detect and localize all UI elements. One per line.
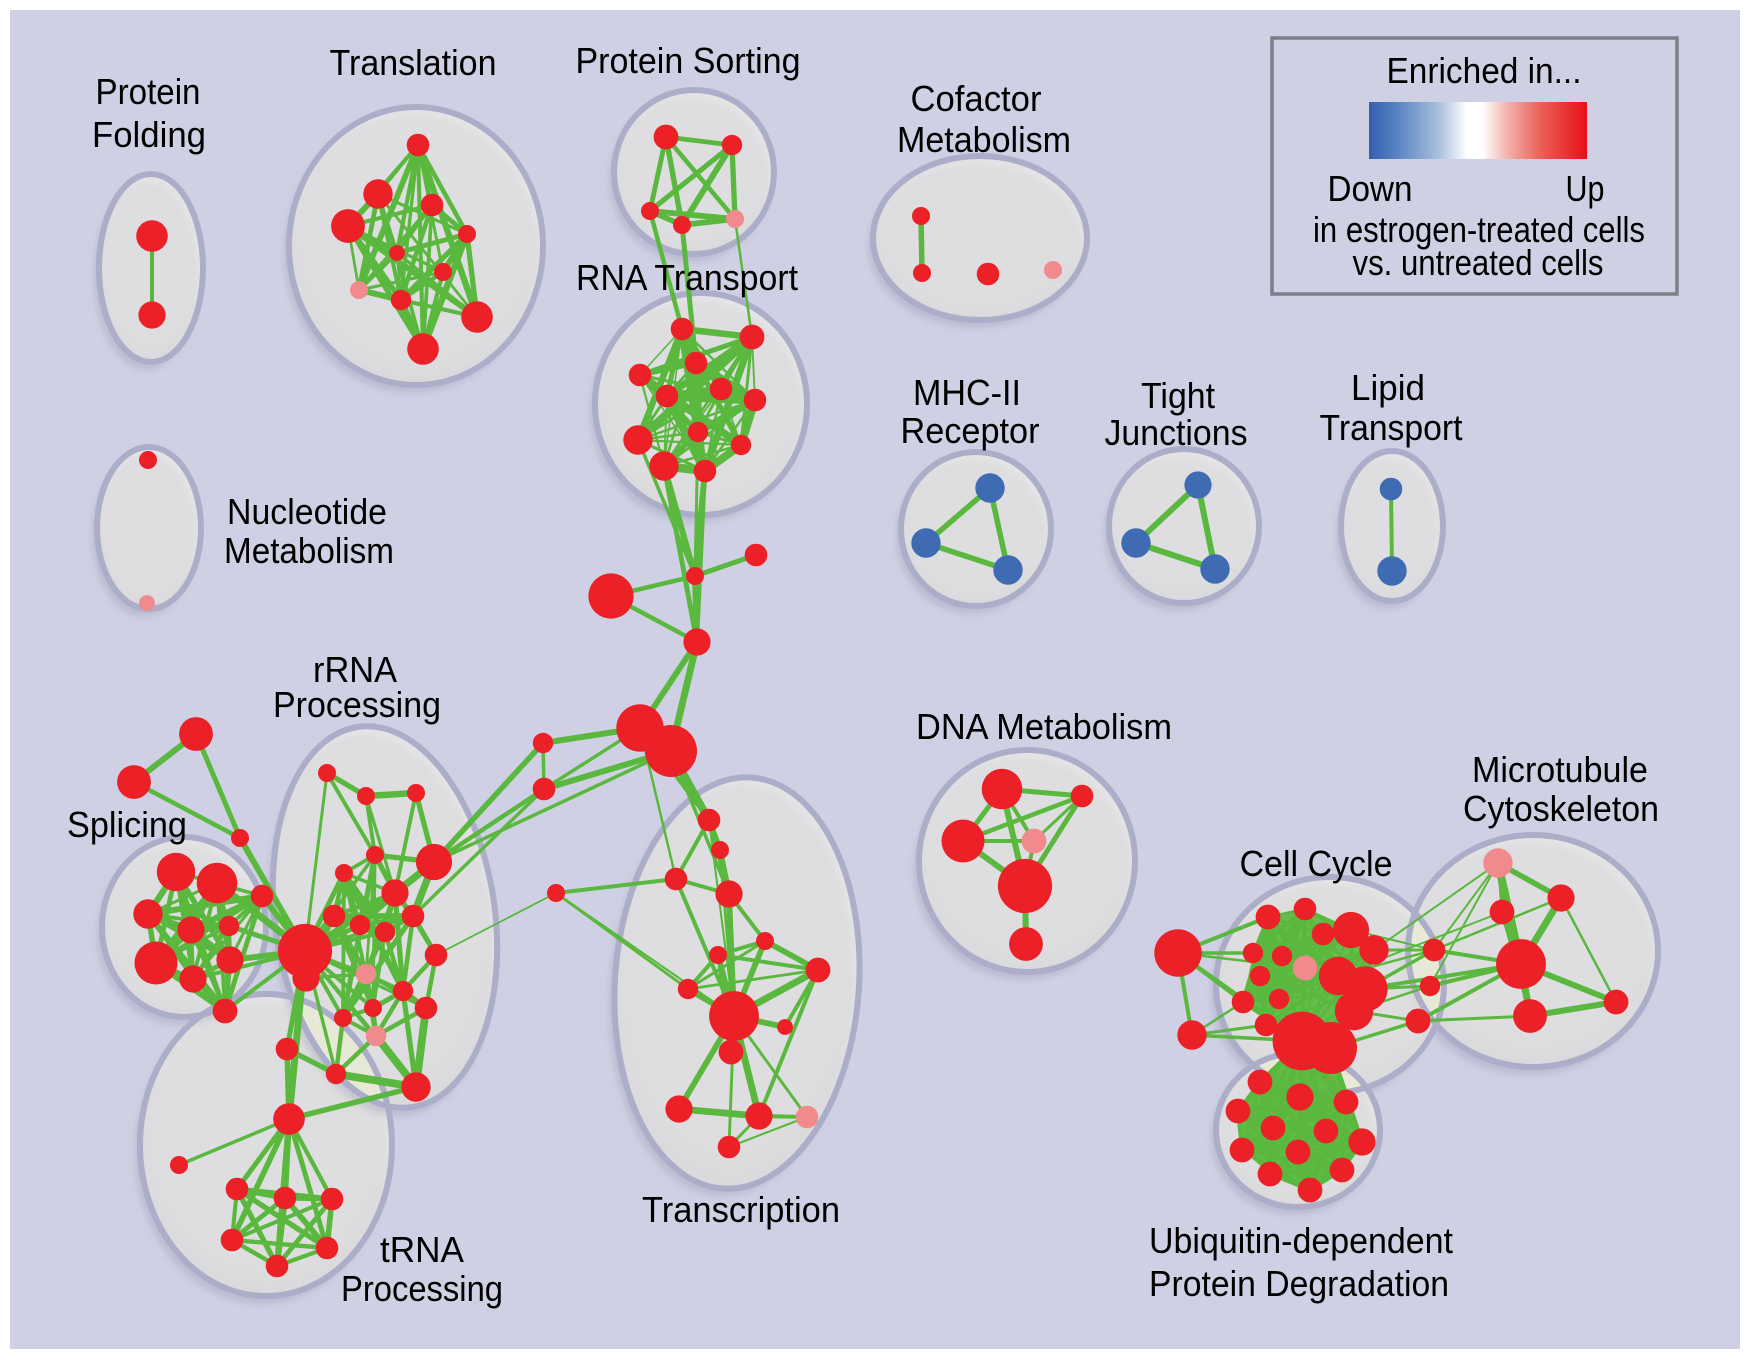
svg-text:Protein Degradation: Protein Degradation [1149,1263,1449,1304]
svg-text:Enriched in...: Enriched in... [1387,50,1582,91]
svg-text:RNA Transport: RNA Transport [576,257,798,298]
svg-text:Processing: Processing [341,1268,503,1309]
svg-text:Ubiquitin-dependent: Ubiquitin-dependent [1149,1220,1453,1261]
svg-text:tRNA: tRNA [380,1229,464,1270]
svg-text:Metabolism: Metabolism [224,530,394,571]
svg-text:MHC-II: MHC-II [913,372,1021,413]
svg-text:Cell Cycle: Cell Cycle [1240,843,1393,884]
svg-text:Protein: Protein [96,71,201,112]
svg-text:Nucleotide: Nucleotide [227,491,387,532]
svg-text:Tight: Tight [1141,375,1215,416]
svg-text:Transcription: Transcription [642,1189,840,1230]
svg-text:Receptor: Receptor [901,410,1040,451]
svg-text:DNA Metabolism: DNA Metabolism [916,706,1172,747]
svg-text:Transport: Transport [1320,407,1463,448]
svg-text:Protein Sorting: Protein Sorting [576,40,801,81]
svg-text:Down: Down [1328,168,1413,209]
svg-text:Processing: Processing [273,684,441,725]
svg-text:Splicing: Splicing [67,804,187,845]
svg-text:Translation: Translation [330,42,497,83]
svg-text:Junctions: Junctions [1105,412,1248,453]
svg-text:Microtubule: Microtubule [1472,749,1648,790]
svg-text:Lipid: Lipid [1351,367,1425,408]
svg-text:Up: Up [1566,168,1605,209]
svg-text:Cytoskeleton: Cytoskeleton [1463,788,1659,829]
svg-text:Metabolism: Metabolism [897,119,1071,160]
svg-text:vs. untreated cells: vs. untreated cells [1353,242,1604,283]
svg-text:in estrogen-treated cells: in estrogen-treated cells [1313,209,1645,250]
svg-text:Cofactor: Cofactor [911,78,1042,119]
svg-text:Folding: Folding [92,114,206,155]
svg-text:rRNA: rRNA [313,649,397,690]
